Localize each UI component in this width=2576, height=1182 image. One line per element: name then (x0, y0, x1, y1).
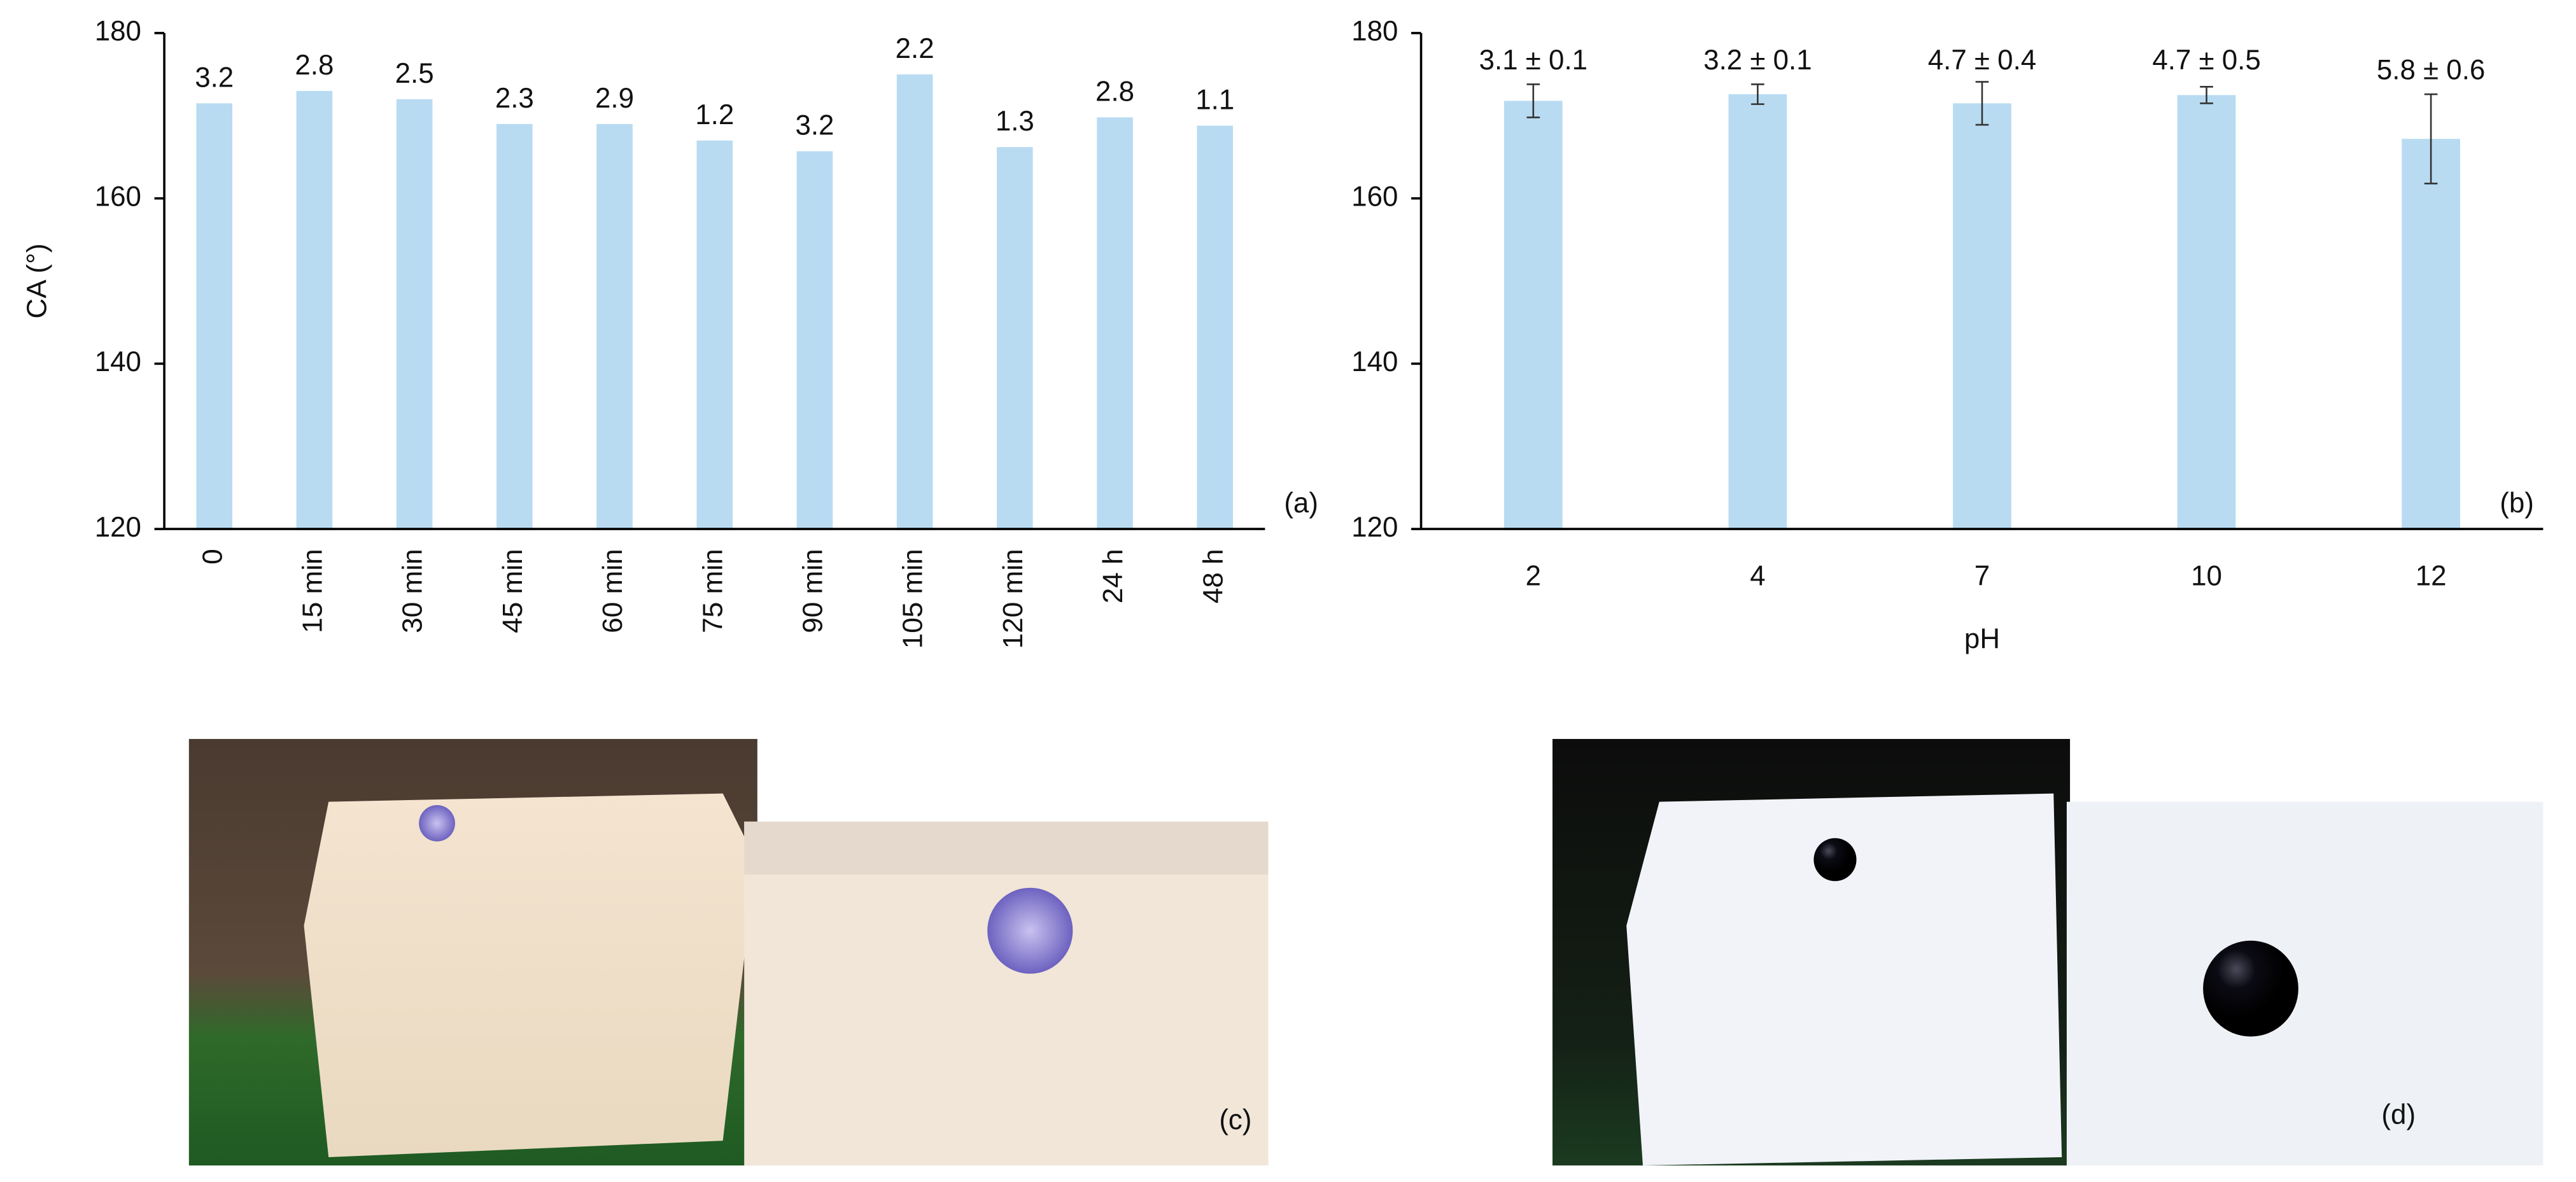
bar (2402, 139, 2460, 530)
x-tick-label: 15 min (297, 549, 328, 633)
panel-label: (d) (2381, 1099, 2416, 1130)
x-tick-label: 24 h (1097, 549, 1129, 603)
bar (596, 123, 633, 530)
x-tick-label: 90 min (798, 549, 829, 633)
bar (1197, 125, 1234, 530)
bar (296, 90, 333, 530)
sample-block (304, 793, 756, 1158)
x-tick-label: 75 min (697, 549, 728, 633)
photo-d (1552, 738, 2544, 1166)
data-label: 1.2 (695, 99, 734, 130)
bar (396, 99, 433, 530)
photo-closeup-top (744, 821, 1269, 875)
y-tick-label: 120 (95, 512, 141, 543)
data-label: 4.7 ± 0.5 (2152, 45, 2260, 76)
y-tick-label: 140 (95, 346, 141, 377)
bar (896, 74, 933, 530)
x-tick-label: 48 h (1197, 549, 1228, 603)
y-tick-label: 180 (1351, 15, 1398, 46)
bar (696, 140, 733, 530)
x-tick-label: 7 (1974, 560, 1990, 591)
data-label: 3.2 ± 0.1 (1703, 45, 1812, 76)
droplet (419, 805, 455, 841)
bar (1097, 117, 1133, 530)
bar (1728, 94, 1787, 530)
data-label: 2.8 (295, 50, 334, 81)
bar (796, 151, 833, 530)
y-tick-label: 140 (1351, 346, 1398, 377)
data-label: 4.7 ± 0.4 (1928, 45, 2036, 76)
photo-closeup (2066, 801, 2544, 1166)
data-label: 2.5 (395, 58, 434, 89)
x-tick-label: 4 (1750, 560, 1765, 591)
photo-closeup (744, 821, 1269, 1166)
data-label: 3.2 (795, 110, 834, 141)
y-tick-label: 120 (1351, 512, 1398, 543)
data-label: 2.8 (1095, 76, 1134, 107)
bar (496, 123, 533, 530)
x-tick-label: 2 (1526, 560, 1541, 591)
y-tick-label: 160 (95, 181, 141, 212)
bar (1953, 103, 2011, 530)
x-tick-label: 30 min (397, 549, 428, 633)
panel-label: (c) (1219, 1104, 1251, 1136)
x-tick-label: 120 min (997, 549, 1029, 649)
x-tick-label: 12 (2416, 560, 2447, 591)
droplet (1813, 838, 1857, 882)
sample-block (1626, 793, 2062, 1166)
x-axis-label: pH (1964, 623, 2000, 654)
data-label: 2.3 (495, 83, 534, 114)
bar (997, 147, 1033, 530)
photo-c (188, 738, 1269, 1166)
bar (1504, 101, 1563, 530)
droplet (2203, 940, 2298, 1037)
x-tick-label: 105 min (897, 549, 929, 649)
x-tick-label: 45 min (497, 549, 528, 633)
data-label: 2.9 (595, 83, 634, 114)
x-tick-label: 60 min (597, 549, 628, 633)
data-label: 5.8 ± 0.6 (2377, 55, 2485, 86)
droplet (987, 887, 1073, 974)
x-tick-label: 0 (197, 549, 228, 565)
data-label: 3.2 (195, 62, 234, 93)
x-tick-label: 10 (2191, 560, 2222, 591)
data-label: 1.3 (996, 106, 1034, 137)
data-label: 1.1 (1195, 84, 1234, 115)
data-label: 3.1 ± 0.1 (1479, 45, 1587, 76)
data-label: 2.2 (896, 33, 934, 64)
y-axis-label: CA (°) (21, 243, 52, 318)
bar (2177, 95, 2236, 530)
bar (196, 103, 232, 530)
y-tick-label: 180 (95, 15, 141, 46)
panel-label: (a) (1284, 488, 1318, 519)
y-tick-label: 160 (1351, 181, 1398, 212)
panel-label: (b) (2500, 488, 2534, 519)
